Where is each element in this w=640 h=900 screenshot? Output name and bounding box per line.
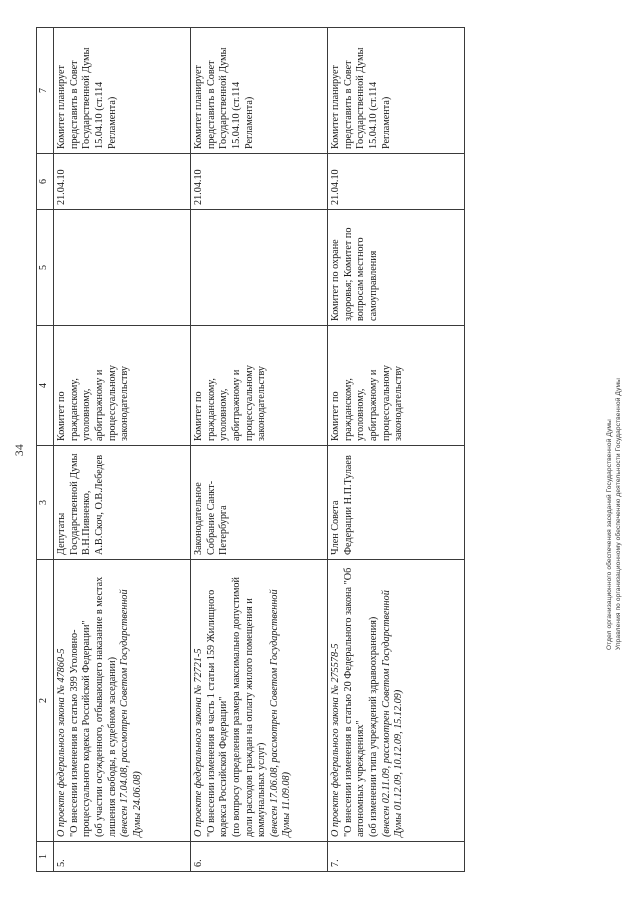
row-subject: О проекте федерального закона № 47860-5 … (53, 559, 191, 842)
column-number-5: 5 (36, 209, 54, 326)
row-responsible-committee: Комитет по гражданскому, уголовному, арб… (53, 325, 191, 446)
subject-note: (внесен 02.11.09, рассмотрен Советом Гос… (380, 590, 405, 837)
row-note: Комитет планирует представить в Совет Го… (327, 27, 465, 154)
subject-title: О проекте федерального закона № 275578-5 (330, 643, 341, 837)
subject-title: О проекте федерального закона № 47860-5 (56, 648, 67, 837)
subject-quoted: "О внесении изменения в статью 399 Уголо… (68, 620, 93, 837)
row-co-committee (190, 209, 328, 326)
subject-paren: (по вопросу определения размера максимал… (230, 577, 268, 837)
row-note: Комитет планирует представить в Совет Го… (53, 27, 191, 154)
row-subject: О проекте федерального закона № 275578-5… (327, 559, 465, 842)
subject-quoted: "О внесении изменения в часть 1 статьи 1… (205, 589, 230, 837)
footer-block: Отдел организационного обеспечения засед… (605, 378, 624, 650)
row-subject: О проекте федерального закона № 72721-5 … (190, 559, 328, 842)
column-number-6: 6 (36, 153, 54, 210)
row-number: 6. (190, 841, 328, 872)
row-number: 5. (53, 841, 191, 872)
legislation-table: 1 2 3 4 5 6 7 5. О проекте федерального … (36, 27, 465, 872)
table-row: 7. О проекте федерального закона № 27557… (327, 27, 465, 872)
footer-line-2: Управления по организационному обеспечен… (615, 378, 623, 650)
subject-note: (внесен 17.04.08, рассмотрен Советом Гос… (119, 589, 143, 837)
row-initiator: Член Совета Федерации Н.П.Тулаев (327, 445, 465, 560)
subject-paren: (об изменении типа учреждений здравоохра… (367, 616, 379, 837)
row-initiator: Депутаты Государственной Думы В.Н.Пивнен… (53, 445, 191, 560)
row-co-committee: Комитет по охране здоровья; Комитет по в… (327, 209, 465, 326)
column-number-1: 1 (36, 841, 54, 872)
row-co-committee (53, 209, 191, 326)
table-column-numbers-row: 1 2 3 4 5 6 7 (36, 27, 54, 872)
row-responsible-committee: Комитет по гражданскому, уголовному, арб… (327, 325, 465, 446)
row-number: 7. (327, 841, 465, 872)
footer-line-1: Отдел организационного обеспечения засед… (605, 419, 613, 650)
subject-quoted: "О внесении изменения в статью 20 Федера… (342, 567, 367, 837)
row-initiator: Законодательное Собрание Санкт-Петербург… (190, 445, 328, 560)
table-row: 6. О проекте федерального закона № 72721… (190, 27, 328, 872)
row-date: 21.04.10 (53, 153, 191, 210)
row-date: 21.04.10 (190, 153, 328, 210)
subject-paren: (об участии осужденного, отбывающего нак… (93, 576, 118, 837)
row-note: Комитет планирует представить в Совет Го… (190, 27, 328, 154)
subject-title: О проекте федерального закона № 72721-5 (193, 648, 204, 837)
subject-note: (внесен 17.06.08, рассмотрен Советом Гос… (268, 589, 293, 837)
page-number: 34 (14, 443, 26, 457)
column-number-4: 4 (36, 325, 54, 446)
column-number-7: 7 (36, 27, 54, 154)
row-responsible-committee: Комитет по гражданскому, уголовному, арб… (190, 325, 328, 446)
column-number-2: 2 (36, 559, 54, 842)
column-number-3: 3 (36, 445, 54, 560)
table-row: 5. О проекте федерального закона № 47860… (53, 27, 191, 872)
row-date: 21.04.10 (327, 153, 465, 210)
